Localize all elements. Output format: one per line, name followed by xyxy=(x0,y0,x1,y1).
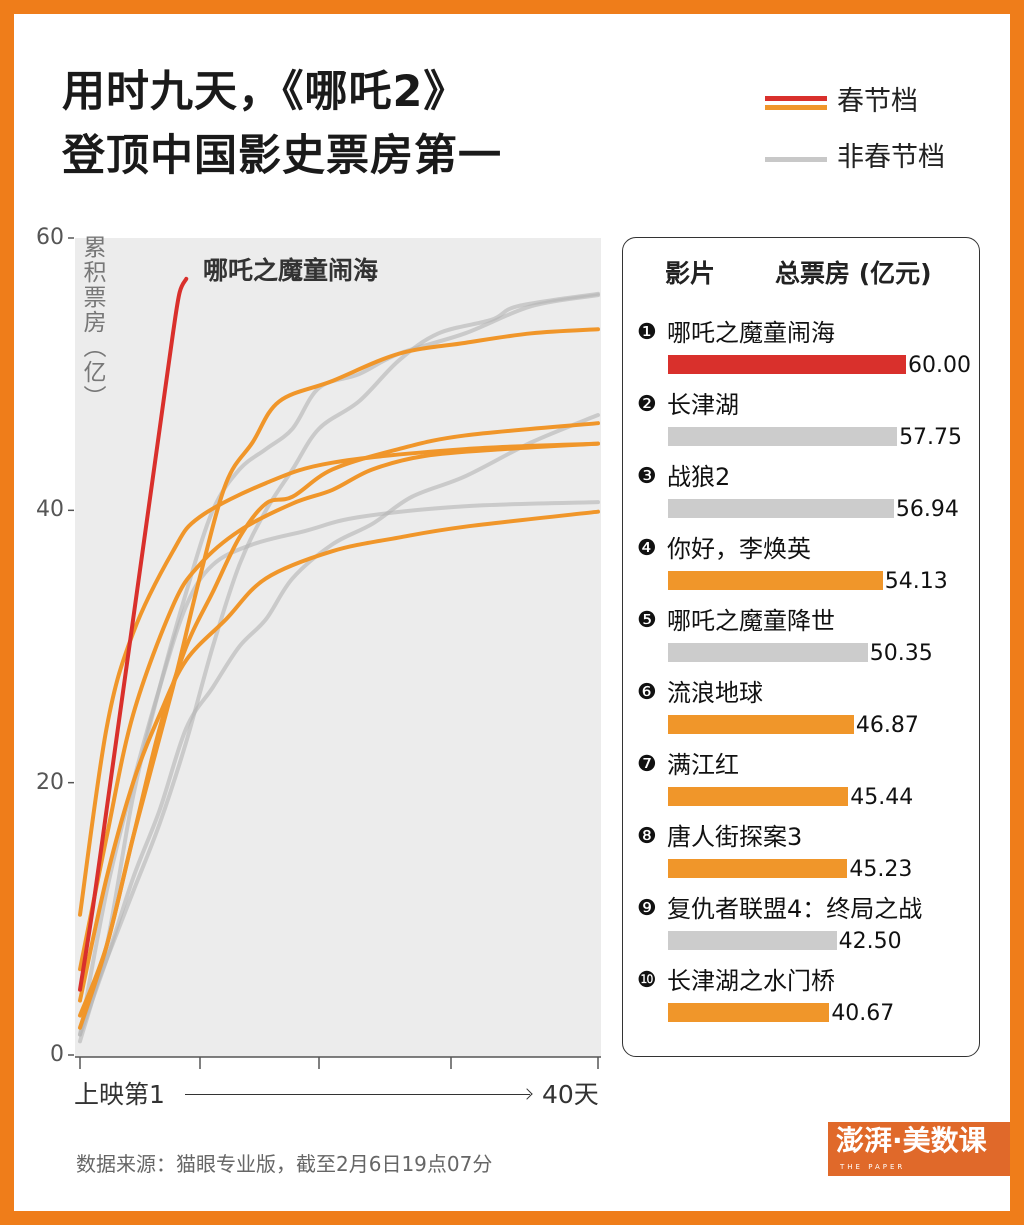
logo-text: 澎湃·美数课 xyxy=(836,1124,987,1157)
box-office-bar xyxy=(668,715,854,734)
film-name: 长津湖 xyxy=(667,391,739,419)
box-office-value: 40.67 xyxy=(831,1001,895,1026)
film-name: 哪吒之魔童降世 xyxy=(667,607,835,635)
x-axis-arrow xyxy=(185,1094,530,1095)
film-name: 长津湖之水门桥 xyxy=(667,967,835,995)
series-line-orange xyxy=(78,441,600,917)
header-total: 总票房 (亿元) xyxy=(775,259,932,288)
box-office-value: 57.75 xyxy=(899,425,963,450)
box-office-value: 45.23 xyxy=(849,857,913,882)
line-chart xyxy=(68,237,601,1069)
rank-badge: ❼ xyxy=(637,752,657,777)
y-tick-label: 60 xyxy=(36,225,64,250)
y-axis-label: 累积票房（亿） xyxy=(79,235,105,410)
plot-background xyxy=(75,238,601,1057)
box-office-bar xyxy=(668,1003,830,1022)
legend-swatch-red xyxy=(765,96,827,101)
series-line-orange xyxy=(78,441,600,972)
series-line-red xyxy=(78,276,189,992)
film-name: 战狼2 xyxy=(667,463,731,491)
box-office-bar xyxy=(668,859,848,878)
series-line-orange xyxy=(78,421,600,1030)
box-office-bar xyxy=(668,787,849,806)
rank-badge: ❽ xyxy=(637,824,657,849)
rank-badge: ❿ xyxy=(637,968,657,993)
table-row: ❼ 满江红 45.44 xyxy=(637,750,977,822)
box-office-value: 54.13 xyxy=(884,569,948,594)
box-office-value: 42.50 xyxy=(838,929,902,954)
ranking-table: 影片 总票房 (亿元) ❶ 哪吒之魔童闹海 60.00 ❷ 长津湖 57.75 ❸ … xyxy=(622,237,980,1057)
series-line-gray xyxy=(78,291,600,1030)
box-office-value: 60.00 xyxy=(908,353,971,378)
y-tick-label: 0 xyxy=(50,1042,64,1067)
table-row: ❹ 你好，李焕英 54.13 xyxy=(637,534,977,606)
box-office-value: 45.44 xyxy=(850,785,914,810)
y-tick-label: 40 xyxy=(36,497,64,523)
table-row: ❽ 唐人街探案3 45.23 xyxy=(637,822,977,894)
rank-badge: ❺ xyxy=(637,608,657,633)
table-row: ❸ 战狼2 56.94 xyxy=(637,462,977,534)
series-line-orange xyxy=(78,509,600,1003)
box-office-value: 56.94 xyxy=(895,497,959,522)
rank-badge: ❻ xyxy=(637,680,657,705)
rank-badge: ❶ xyxy=(637,320,657,345)
series-line-gray xyxy=(78,293,600,1044)
film-name: 你好，李焕英 xyxy=(667,535,811,563)
table-row: ❻ 流浪地球 46.87 xyxy=(637,678,977,750)
x-axis-start-label: 上映第1 xyxy=(74,1080,165,1109)
legend-swatch-orange xyxy=(765,105,827,110)
box-office-bar xyxy=(668,499,894,518)
y-tick-label: 20 xyxy=(36,769,64,795)
header-film: 影片 xyxy=(665,259,716,288)
logo: 澎湃·美数课 THE PAPER xyxy=(828,1122,1010,1176)
rank-badge: ❹ xyxy=(637,536,657,561)
box-office-value: 46.87 xyxy=(855,713,919,738)
film-name: 唐人街探案3 xyxy=(667,823,803,851)
film-name: 满江红 xyxy=(667,751,739,779)
legend-label: 春节档 xyxy=(837,86,918,117)
legend-swatch-gray xyxy=(765,157,827,162)
rank-badge: ❷ xyxy=(637,392,657,417)
film-name: 复仇者联盟4：终局之战 xyxy=(667,895,923,923)
box-office-value: 50.35 xyxy=(869,641,933,666)
title-line-2: 登顶中国影史票房第一 xyxy=(62,131,502,181)
x-axis-end-label: 40天 xyxy=(542,1080,599,1109)
film-name: 哪吒之魔童闹海 xyxy=(667,319,835,347)
box-office-bar xyxy=(668,355,906,374)
logo-subtext: THE PAPER xyxy=(840,1163,906,1171)
film-name: 流浪地球 xyxy=(667,679,763,707)
legend-label: 非春节档 xyxy=(837,142,945,173)
table-row: ❿ 长津湖之水门桥 40.67 xyxy=(637,966,977,1038)
page-title: 用时九天，《哪吒2》 登顶中国影史票房第一 xyxy=(62,60,502,188)
table-row: ❾ 复仇者联盟4：终局之战 42.50 xyxy=(637,894,977,966)
box-office-bar xyxy=(668,931,837,950)
box-office-bar xyxy=(668,571,883,590)
box-office-bar xyxy=(668,427,898,446)
rank-badge: ❾ xyxy=(637,896,657,921)
table-row: ❶ 哪吒之魔童闹海 60.00 xyxy=(637,318,977,390)
series-line-gray xyxy=(78,413,600,1037)
title-line-1: 用时九天，《哪吒2》 xyxy=(62,67,468,117)
table-row: ❷ 长津湖 57.75 xyxy=(637,390,977,462)
series-line-gray xyxy=(78,500,600,1037)
table-row: ❺ 哪吒之魔童降世 50.35 xyxy=(637,606,977,678)
rank-badge: ❸ xyxy=(637,464,657,489)
data-source: 数据来源：猫眼专业版，截至2月6日19点07分 xyxy=(76,1152,493,1176)
box-office-bar xyxy=(668,643,868,662)
nezha-annotation: 哪吒之魔童闹海 xyxy=(203,256,379,285)
